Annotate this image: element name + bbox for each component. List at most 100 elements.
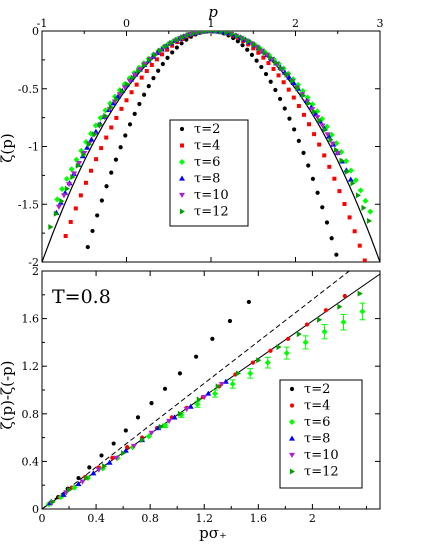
top-data-point (342, 202, 347, 207)
bottom-data-point (130, 443, 137, 449)
top-data-point (291, 95, 296, 100)
top-data-point (332, 176, 337, 181)
top-data-point (159, 52, 164, 57)
top-data-point (60, 193, 67, 199)
top-data-point (123, 133, 128, 138)
top-data-point (262, 49, 268, 56)
top-y-axis-title: ζ(p) (0, 133, 16, 162)
bottom-x-tick-label: 0.8 (141, 512, 159, 525)
bottom-data-point (99, 453, 104, 458)
top-data-point (322, 126, 329, 133)
top-data-point (191, 31, 197, 37)
top-data-point (180, 34, 186, 41)
top-legend-marker (180, 143, 184, 148)
bottom-x-tick-label: 1.6 (250, 512, 268, 525)
bottom-data-point (177, 410, 183, 417)
bottom-data-point (171, 414, 178, 420)
top-data-point (63, 234, 68, 239)
top-data-point (127, 122, 133, 127)
top-data-point (207, 31, 213, 35)
top-data-point (146, 84, 151, 89)
top-data-point (320, 205, 325, 210)
bottom-data-point (123, 428, 128, 433)
bottom-data-point (227, 318, 233, 324)
bottom-data-point (210, 336, 215, 341)
top-data-point (256, 50, 261, 55)
top-data-point (73, 206, 78, 211)
bottom-data-point (166, 418, 173, 424)
top-data-point (89, 168, 94, 173)
top-data-point (85, 244, 90, 250)
bottom-data-point (148, 430, 155, 436)
top-y-tick-label: 0 (32, 25, 39, 38)
top-data-point (99, 146, 104, 151)
top-data-point (185, 32, 191, 39)
top-data-point (286, 87, 291, 92)
top-data-point (337, 189, 342, 194)
top-data-point (131, 72, 138, 78)
bottom-data-point (196, 396, 202, 403)
top-data-point (55, 204, 62, 210)
top-data-point (301, 92, 307, 99)
top-data-point (296, 138, 301, 143)
bottom-data-point (162, 422, 169, 429)
top-data-point (114, 96, 120, 103)
top-data-point (273, 59, 279, 66)
top-data-point (48, 223, 54, 230)
top-data-point (59, 198, 65, 205)
bottom-data-point (323, 308, 329, 313)
top-data-point (338, 148, 345, 155)
top-data-point (352, 177, 359, 184)
bottom-data-point (60, 491, 67, 497)
top-data-point (263, 71, 269, 77)
top-data-point (165, 55, 170, 61)
bottom-y-tick-label: 0 (32, 503, 39, 516)
top-legend-label: τ=4 (194, 139, 220, 154)
top-data-point (54, 196, 61, 203)
top-data-point (276, 73, 281, 78)
top-data-point (362, 197, 369, 204)
top-data-point (132, 111, 137, 116)
top-legend-label: τ=2 (194, 122, 220, 137)
top-data-point (251, 46, 256, 51)
top-data-point (124, 98, 129, 103)
bottom-legend-label: τ=6 (304, 415, 330, 430)
top-data-point (251, 41, 257, 48)
top-data-point (94, 157, 99, 162)
top-data-point (347, 215, 352, 220)
bottom-data-point (50, 498, 56, 505)
top-data-point (109, 125, 114, 130)
bottom-data-point (357, 290, 363, 297)
bottom-series-5 (50, 290, 363, 505)
bottom-data-point (201, 395, 208, 401)
top-data-point (253, 44, 260, 50)
top-data-point (121, 85, 128, 91)
bottom-data-point (302, 339, 309, 346)
top-x-tick-label: 3 (377, 17, 384, 30)
reference-line-dashed (42, 271, 351, 509)
bottom-legend-marker (289, 403, 295, 408)
bottom-data-point (340, 319, 347, 326)
top-legend-marker (179, 192, 185, 198)
bottom-data-point (90, 470, 97, 476)
bottom-data-point (250, 360, 256, 365)
top-data-point (137, 101, 142, 107)
top-legend-marker (179, 175, 185, 181)
top-data-point (68, 166, 75, 173)
top-data-point (279, 65, 285, 72)
top-data-point (322, 153, 327, 158)
top-data-point (277, 96, 283, 102)
top-data-point (99, 198, 104, 203)
top-data-point (82, 261, 85, 262)
top-data-point (295, 85, 301, 92)
top-data-point (235, 39, 240, 44)
top-data-point (301, 150, 306, 155)
top-data-point (254, 58, 259, 63)
top-data-point (311, 108, 318, 115)
bottom-data-point (215, 383, 221, 390)
bottom-data-point (139, 436, 146, 443)
top-data-point (245, 47, 250, 52)
top-data-point (129, 90, 134, 95)
top-data-point (224, 31, 230, 36)
top-legend-box (169, 119, 249, 227)
